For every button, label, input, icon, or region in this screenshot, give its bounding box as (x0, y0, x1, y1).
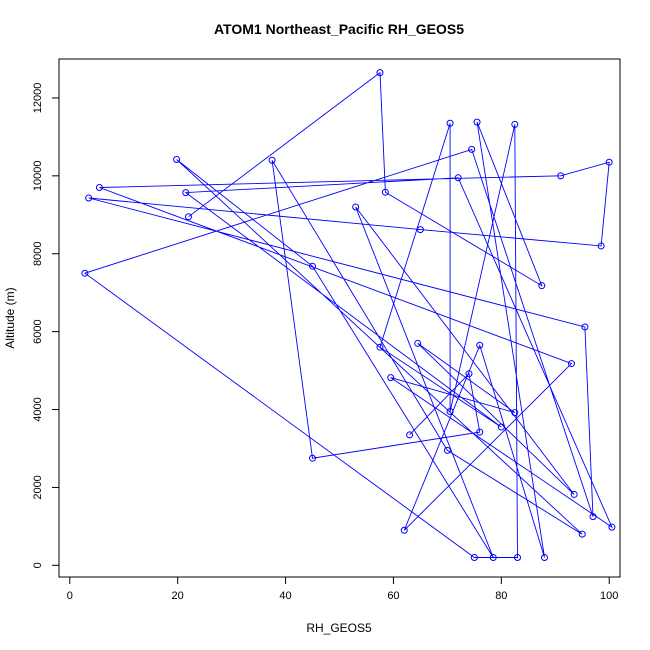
x-tick-label: 100 (600, 590, 618, 602)
x-tick-label: 40 (279, 590, 291, 602)
data-point (557, 172, 565, 180)
data-point (173, 155, 181, 163)
chart-title: ATOM1 Northeast_Pacific RH_GEOS5 (214, 21, 464, 37)
y-axis-label: Altitude (m) (3, 287, 17, 348)
data-point (473, 118, 481, 126)
y-tick-label: 2000 (32, 475, 44, 499)
data-point (476, 428, 484, 436)
series-line (83, 71, 613, 558)
data-point (597, 242, 605, 250)
data-point (489, 554, 497, 562)
data-point (514, 554, 522, 562)
data-point (605, 158, 613, 166)
data-point (608, 523, 616, 531)
y-tick-label: 10000 (32, 161, 44, 192)
data-point (400, 526, 408, 534)
data-point (268, 156, 276, 164)
data-point (476, 341, 484, 349)
data-point (511, 409, 519, 417)
data-point (540, 554, 548, 562)
data-point (381, 188, 389, 196)
y-axis: 0 2000 4000 6000 8000 10000 12000 (32, 83, 60, 568)
data-point (446, 119, 454, 127)
data-point (414, 339, 422, 347)
y-tick-label: 4000 (32, 397, 44, 421)
data-point (589, 513, 597, 521)
x-tick-label: 80 (495, 590, 507, 602)
data-point (376, 343, 384, 351)
data-point (376, 69, 384, 77)
series-layer (81, 69, 616, 562)
x-tick-label: 20 (172, 590, 184, 602)
data-point (570, 490, 578, 498)
data-point (468, 145, 476, 153)
data-point (578, 530, 586, 538)
y-tick-label: 6000 (32, 319, 44, 343)
data-point (538, 282, 546, 290)
data-point (454, 174, 462, 182)
data-point (352, 203, 360, 211)
data-point (497, 423, 505, 431)
data-point (443, 446, 451, 454)
data-point (567, 360, 575, 368)
data-point (470, 554, 478, 562)
data-point (309, 454, 317, 462)
data-point (446, 407, 454, 415)
y-tick-label: 8000 (32, 241, 44, 265)
y-tick-label: 12000 (32, 83, 44, 114)
data-point (309, 262, 317, 270)
x-axis: 0 20 40 60 80 100 (67, 576, 618, 602)
data-point (182, 189, 190, 197)
data-point (81, 269, 89, 277)
data-point (416, 226, 424, 234)
data-point (465, 370, 473, 378)
data-point (387, 374, 395, 382)
data-point (85, 194, 93, 202)
data-point (95, 184, 103, 192)
x-tick-label: 60 (387, 590, 399, 602)
data-point (511, 120, 519, 128)
x-tick-label: 0 (67, 590, 73, 602)
x-axis-label: RH_GEOS5 (306, 621, 372, 635)
data-point (184, 213, 192, 221)
data-point (406, 431, 414, 439)
data-point (581, 323, 589, 331)
y-tick-label: 0 (32, 562, 44, 568)
